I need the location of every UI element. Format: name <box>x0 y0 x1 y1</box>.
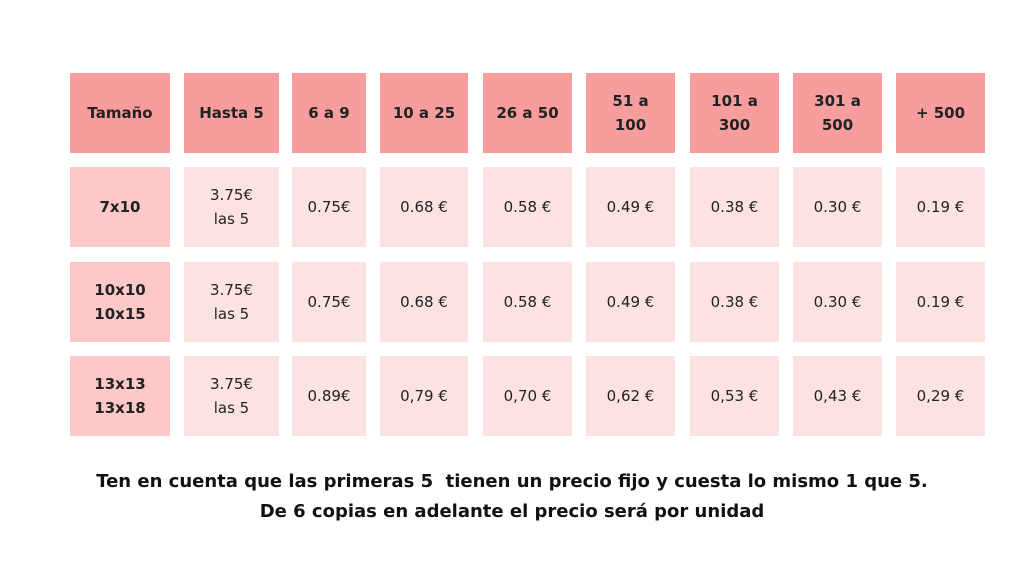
price-cell: 0.38 € <box>690 167 779 247</box>
price-cell: 0,29 € <box>896 356 985 436</box>
price-cell: 0.49 € <box>586 167 675 247</box>
price-cell: 0.30 € <box>793 262 882 342</box>
price-cell: 3.75€ las 5 <box>184 356 279 436</box>
header-cell: 101 a 300 <box>690 73 779 153</box>
header-cell: + 500 <box>896 73 985 153</box>
price-cell: 0.58 € <box>483 167 572 247</box>
price-cell: 0,53 € <box>690 356 779 436</box>
note-line: De 6 copias en adelante el precio será p… <box>259 501 765 522</box>
price-cell: 0.49 € <box>586 262 675 342</box>
price-cell: 0.68 € <box>380 167 468 247</box>
header-cell: 10 a 25 <box>380 73 468 153</box>
price-cell: 0.75€ <box>292 167 366 247</box>
price-cell: 0.68 € <box>380 262 468 342</box>
price-cell: 0,43 € <box>793 356 882 436</box>
price-cell: 0.19 € <box>896 262 985 342</box>
note-line: Ten en cuenta que las primeras 5 tienen … <box>96 471 928 492</box>
price-cell: 0.89€ <box>292 356 366 436</box>
size-cell: 10x10 10x15 <box>70 262 170 342</box>
header-cell: 301 a 500 <box>793 73 882 153</box>
price-cell: 3.75€ las 5 <box>184 167 279 247</box>
price-cell: 0.19 € <box>896 167 985 247</box>
price-cell: 0.30 € <box>793 167 882 247</box>
header-cell: 6 a 9 <box>292 73 366 153</box>
size-cell: 13x13 13x18 <box>70 356 170 436</box>
header-cell: 51 a 100 <box>586 73 675 153</box>
price-cell: 0,70 € <box>483 356 572 436</box>
header-cell: 26 a 50 <box>483 73 572 153</box>
price-cell: 0.58 € <box>483 262 572 342</box>
price-cell: 0.75€ <box>292 262 366 342</box>
price-cell: 0,79 € <box>380 356 468 436</box>
price-cell: 0,62 € <box>586 356 675 436</box>
size-cell: 7x10 <box>70 167 170 247</box>
price-cell: 0.38 € <box>690 262 779 342</box>
price-cell: 3.75€ las 5 <box>184 262 279 342</box>
header-cell: Tamaño <box>70 73 170 153</box>
header-cell: Hasta 5 <box>184 73 279 153</box>
